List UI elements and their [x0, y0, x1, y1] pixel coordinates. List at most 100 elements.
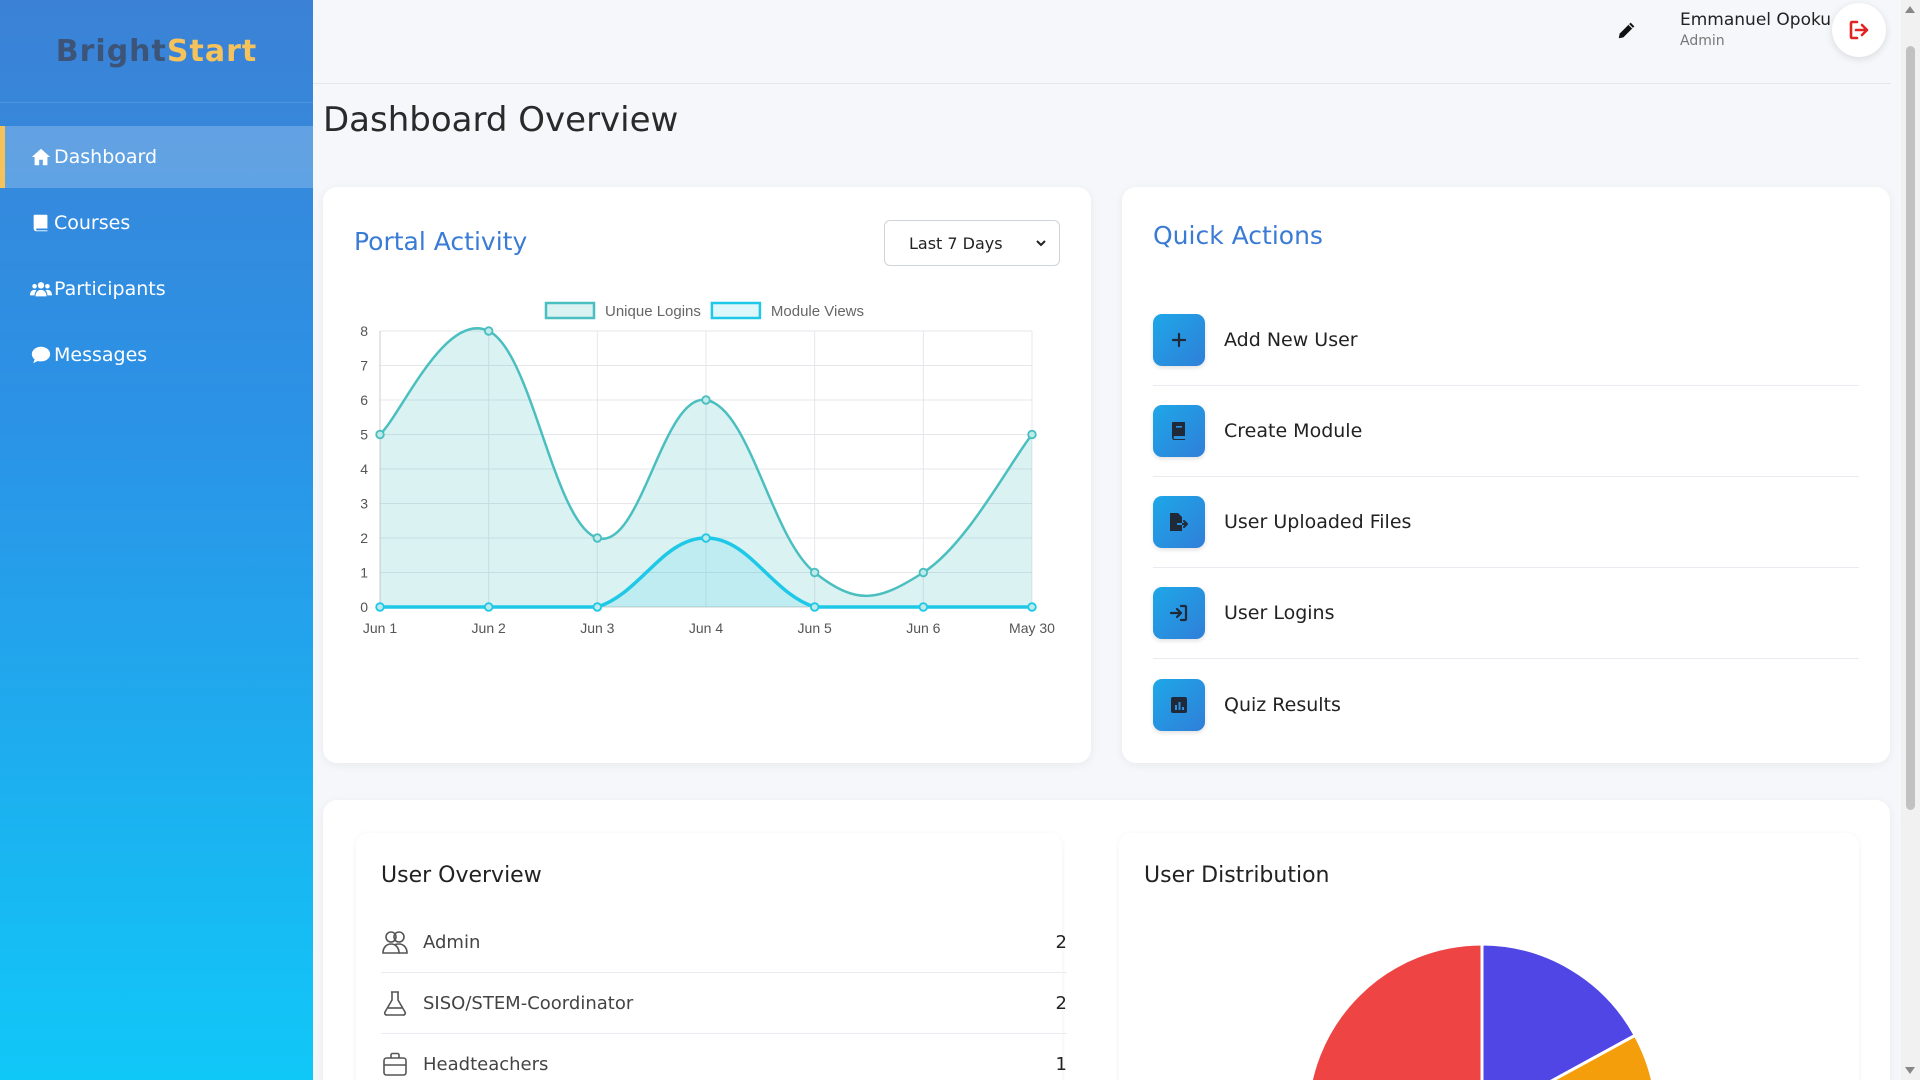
- user-overview-row: Headteachers 1: [381, 1034, 1067, 1080]
- data-point[interactable]: [1027, 602, 1037, 612]
- brand-logo[interactable]: Bright Start: [0, 0, 313, 103]
- top-bar: Emmanuel Opoku Admin: [313, 0, 1891, 84]
- user-uploaded-files-button[interactable]: User Uploaded Files: [1153, 477, 1859, 568]
- legend-label[interactable]: Unique Logins: [605, 303, 701, 320]
- user-distribution-pie: [1309, 942, 1654, 1080]
- create-module-button[interactable]: Create Module: [1153, 386, 1859, 477]
- user-role-label: Admin: [423, 931, 481, 953]
- pie-slice: [1480, 942, 1638, 1080]
- series-area-0: [380, 328, 1032, 607]
- quick-action-label: User Uploaded Files: [1224, 511, 1412, 533]
- users-outline-icon: [382, 931, 408, 954]
- x-tick-label: Jun 1: [363, 620, 397, 636]
- portal-activity-chart: 0 1 2 3 4 5 6 7 8 Jun 1 Jun 2 Jun 3 Jun 4 Jun 5 Jun 6 M…: [360, 301, 1055, 636]
- y-tick-label: 2: [360, 530, 368, 546]
- book-icon: [1153, 405, 1205, 457]
- y-tick-label: 5: [360, 427, 368, 443]
- quiz-results-button[interactable]: Quiz Results: [1153, 659, 1859, 750]
- user-role-label: Headteachers: [423, 1053, 549, 1075]
- scrollbar-thumb[interactable]: [1906, 46, 1915, 810]
- x-tick-label: Jun 5: [798, 620, 832, 636]
- quick-action-label: Add New User: [1224, 329, 1358, 351]
- briefcase-icon: [383, 1052, 407, 1076]
- quick-action-label: Quiz Results: [1224, 693, 1341, 716]
- scroll-up-icon[interactable]: [1905, 6, 1915, 13]
- data-point[interactable]: [1027, 429, 1037, 440]
- flask-icon: [383, 991, 407, 1016]
- quick-actions-card: Quick Actions Add New User Create Module…: [1122, 187, 1890, 763]
- data-point[interactable]: [483, 326, 494, 336]
- book-icon: [33, 214, 48, 232]
- user-role-count: 2: [1055, 931, 1067, 953]
- y-tick-label: 1: [360, 565, 368, 581]
- user-role-count: 1: [1055, 1053, 1067, 1075]
- y-tick-label: 4: [360, 461, 368, 477]
- user-overview-card: User Overview Admin 2 SISO/STEM-Coordina…: [356, 833, 1067, 1080]
- users-section-card: User Overview Admin 2 SISO/STEM-Coordina…: [323, 800, 1890, 1080]
- scroll-down-icon[interactable]: [1905, 1067, 1915, 1074]
- user-distribution-card: User Distribution: [1119, 833, 1859, 1080]
- portal-activity-card: Portal Activity Last 7 Days 0 1 2 3 4 5 6 7 8 Jun…: [323, 187, 1091, 763]
- quick-action-label: Create Module: [1224, 420, 1363, 442]
- user-role-count: 2: [1055, 992, 1067, 1014]
- data-point[interactable]: [809, 567, 820, 578]
- y-tick-label: 6: [360, 392, 368, 408]
- legend-label[interactable]: Module Views: [771, 303, 864, 320]
- user-overview-row: Admin 2: [381, 912, 1067, 973]
- chart-icon: [1153, 678, 1205, 731]
- page-title: Dashboard Overview: [323, 100, 679, 140]
- x-tick-label: Jun 6: [906, 620, 940, 636]
- data-point[interactable]: [701, 533, 711, 543]
- portal-activity-title: Portal Activity: [354, 227, 528, 256]
- file-export-icon: [1153, 496, 1205, 548]
- data-point[interactable]: [701, 395, 711, 405]
- sidebar-item-messages[interactable]: Messages: [0, 324, 313, 386]
- x-tick-label: May 30: [1009, 620, 1055, 636]
- sign-out-icon: [1849, 20, 1869, 40]
- date-range-value: Last 7 Days: [909, 233, 1003, 253]
- x-tick-label: Jun 4: [689, 620, 723, 636]
- logout-button[interactable]: [1832, 3, 1886, 57]
- y-tick-label: 0: [360, 599, 368, 615]
- chat-icon: [31, 346, 51, 364]
- sidebar-item-label: Messages: [54, 344, 148, 366]
- plus-icon: [1153, 314, 1205, 366]
- page-scrollbar[interactable]: [1901, 0, 1920, 1080]
- home-icon: [31, 148, 51, 166]
- user-name: Emmanuel Opoku: [1680, 10, 1832, 30]
- y-tick-label: 8: [360, 323, 368, 339]
- user-overview-title: User Overview: [381, 863, 542, 888]
- series-area-1: [380, 538, 1032, 607]
- data-point[interactable]: [483, 602, 494, 612]
- brand-part1: Bright: [55, 33, 167, 69]
- y-tick-label: 7: [360, 358, 368, 374]
- sign-in-icon: [1153, 587, 1205, 639]
- add-new-user-button[interactable]: Add New User: [1153, 295, 1859, 386]
- quick-actions-title: Quick Actions: [1153, 221, 1323, 250]
- data-point[interactable]: [375, 602, 385, 612]
- sidebar-item-label: Dashboard: [54, 146, 158, 168]
- pencil-icon[interactable]: [1616, 19, 1638, 41]
- user-distribution-title: User Distribution: [1144, 863, 1330, 888]
- x-tick-label: Jun 3: [580, 620, 614, 636]
- legend-swatch[interactable]: [710, 301, 762, 320]
- sidebar-item-courses[interactable]: Courses: [0, 192, 313, 254]
- sidebar-item-participants[interactable]: Participants: [0, 258, 313, 320]
- sidebar-item-dashboard[interactable]: Dashboard: [0, 126, 313, 188]
- date-range-select[interactable]: Last 7 Days: [884, 220, 1060, 266]
- user-role: Admin: [1680, 33, 1725, 49]
- sidebar-item-label: Participants: [54, 278, 166, 300]
- data-point[interactable]: [592, 533, 603, 543]
- pie-slice: [1550, 1033, 1654, 1080]
- data-point[interactable]: [375, 429, 385, 440]
- data-point[interactable]: [809, 602, 820, 612]
- user-logins-button[interactable]: User Logins: [1153, 568, 1859, 659]
- data-point[interactable]: [592, 602, 603, 612]
- users-icon: [30, 282, 52, 297]
- sidebar-nav: Dashboard Courses Participants Messages: [0, 126, 313, 386]
- data-point[interactable]: [918, 567, 929, 578]
- pie-slice: [1309, 942, 1484, 1080]
- data-point[interactable]: [918, 602, 929, 612]
- legend-swatch[interactable]: [544, 301, 596, 320]
- sidebar: Bright Start Dashboard Courses Participan…: [0, 0, 313, 1080]
